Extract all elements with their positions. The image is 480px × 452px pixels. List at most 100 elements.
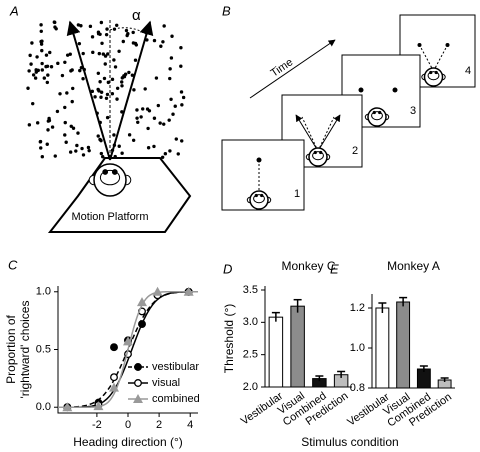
platform-label: Motion Platform (71, 211, 148, 223)
eye (319, 150, 323, 155)
y-tick-label: 1.0 (350, 342, 365, 354)
y-tick-label: 1.2 (350, 302, 365, 314)
x-axis-label: Stimulus condition (301, 435, 398, 449)
x-tick-label: 2 (156, 419, 162, 431)
legend-marker (134, 363, 142, 371)
dot (40, 48, 44, 53)
y-tick-label: 3.5 (243, 284, 258, 296)
dot (34, 68, 38, 72)
dot (60, 73, 65, 78)
y-axis-label: Threshold (°) (222, 304, 236, 374)
dot (98, 137, 102, 142)
dot (146, 146, 151, 150)
eye (313, 150, 317, 155)
dot (113, 65, 118, 69)
eye (378, 110, 382, 115)
dot (71, 86, 75, 91)
dot (141, 107, 145, 111)
dot (97, 51, 102, 56)
data-point (152, 286, 163, 296)
dot (180, 139, 184, 143)
dot (156, 103, 161, 108)
dot (121, 39, 126, 44)
dot (70, 99, 74, 104)
legend-marker (134, 379, 142, 387)
dot (39, 42, 44, 46)
dot (159, 44, 163, 48)
dot (162, 122, 166, 126)
alpha-label: α (132, 7, 141, 24)
target (445, 43, 450, 47)
head (423, 67, 444, 87)
motion-platform (47, 157, 192, 233)
dot (179, 64, 183, 68)
panel-label: D (223, 261, 232, 276)
dot (96, 134, 100, 138)
dot (173, 104, 177, 108)
dot (163, 151, 168, 156)
dot (26, 86, 30, 90)
bar (396, 301, 411, 389)
dot (105, 92, 110, 97)
dot (75, 143, 79, 148)
dot (91, 50, 95, 55)
dot (71, 126, 76, 130)
legend-label: combined (152, 393, 200, 405)
dot (68, 52, 72, 56)
dot (115, 23, 119, 27)
dot (105, 115, 110, 120)
face (427, 71, 440, 81)
dot (77, 41, 82, 46)
bar (268, 316, 284, 388)
head (308, 147, 328, 167)
dot (130, 73, 135, 77)
dot (125, 33, 129, 38)
dot (110, 91, 115, 96)
panel-label: A (9, 3, 19, 18)
legend-label: visual (152, 377, 180, 389)
dot (104, 96, 109, 100)
y-tick-label: 0.5 (36, 343, 51, 355)
dot (63, 60, 67, 64)
y-axis-label: Proportion of (4, 314, 18, 383)
dot (87, 148, 91, 153)
heading-arrow (66, 20, 111, 161)
face (312, 151, 324, 161)
dot (154, 76, 159, 80)
dot (162, 24, 166, 28)
dot (98, 80, 102, 84)
dot (40, 61, 44, 66)
y-tick-label: 3.0 (243, 316, 258, 328)
panel-label: C (8, 257, 18, 272)
dot (132, 88, 136, 92)
dot (131, 30, 135, 35)
dot (86, 145, 91, 150)
dot (80, 146, 84, 151)
dot (88, 24, 93, 29)
data-point (62, 402, 73, 412)
dot (96, 32, 101, 36)
target (392, 87, 398, 93)
legend-marker (133, 394, 143, 403)
dot (124, 28, 129, 33)
dot (79, 24, 83, 28)
dot (169, 56, 174, 60)
dot (45, 80, 50, 85)
head (249, 190, 269, 210)
dot (90, 89, 95, 94)
fixation-point (256, 157, 262, 163)
fit-curve (58, 291, 198, 408)
dot (64, 140, 68, 144)
frame-number: 2 (352, 145, 358, 157)
data-point (109, 382, 119, 392)
dot (101, 52, 106, 56)
frame-number: 1 (294, 188, 300, 200)
x-tick-label: 0 (125, 419, 131, 431)
heading-arrow (109, 20, 154, 161)
dot (158, 121, 162, 125)
dot (27, 69, 31, 73)
dot (39, 39, 43, 44)
target (417, 43, 422, 47)
trial-frames: 4 3 2 1 (221, 14, 476, 211)
dot (170, 34, 174, 38)
